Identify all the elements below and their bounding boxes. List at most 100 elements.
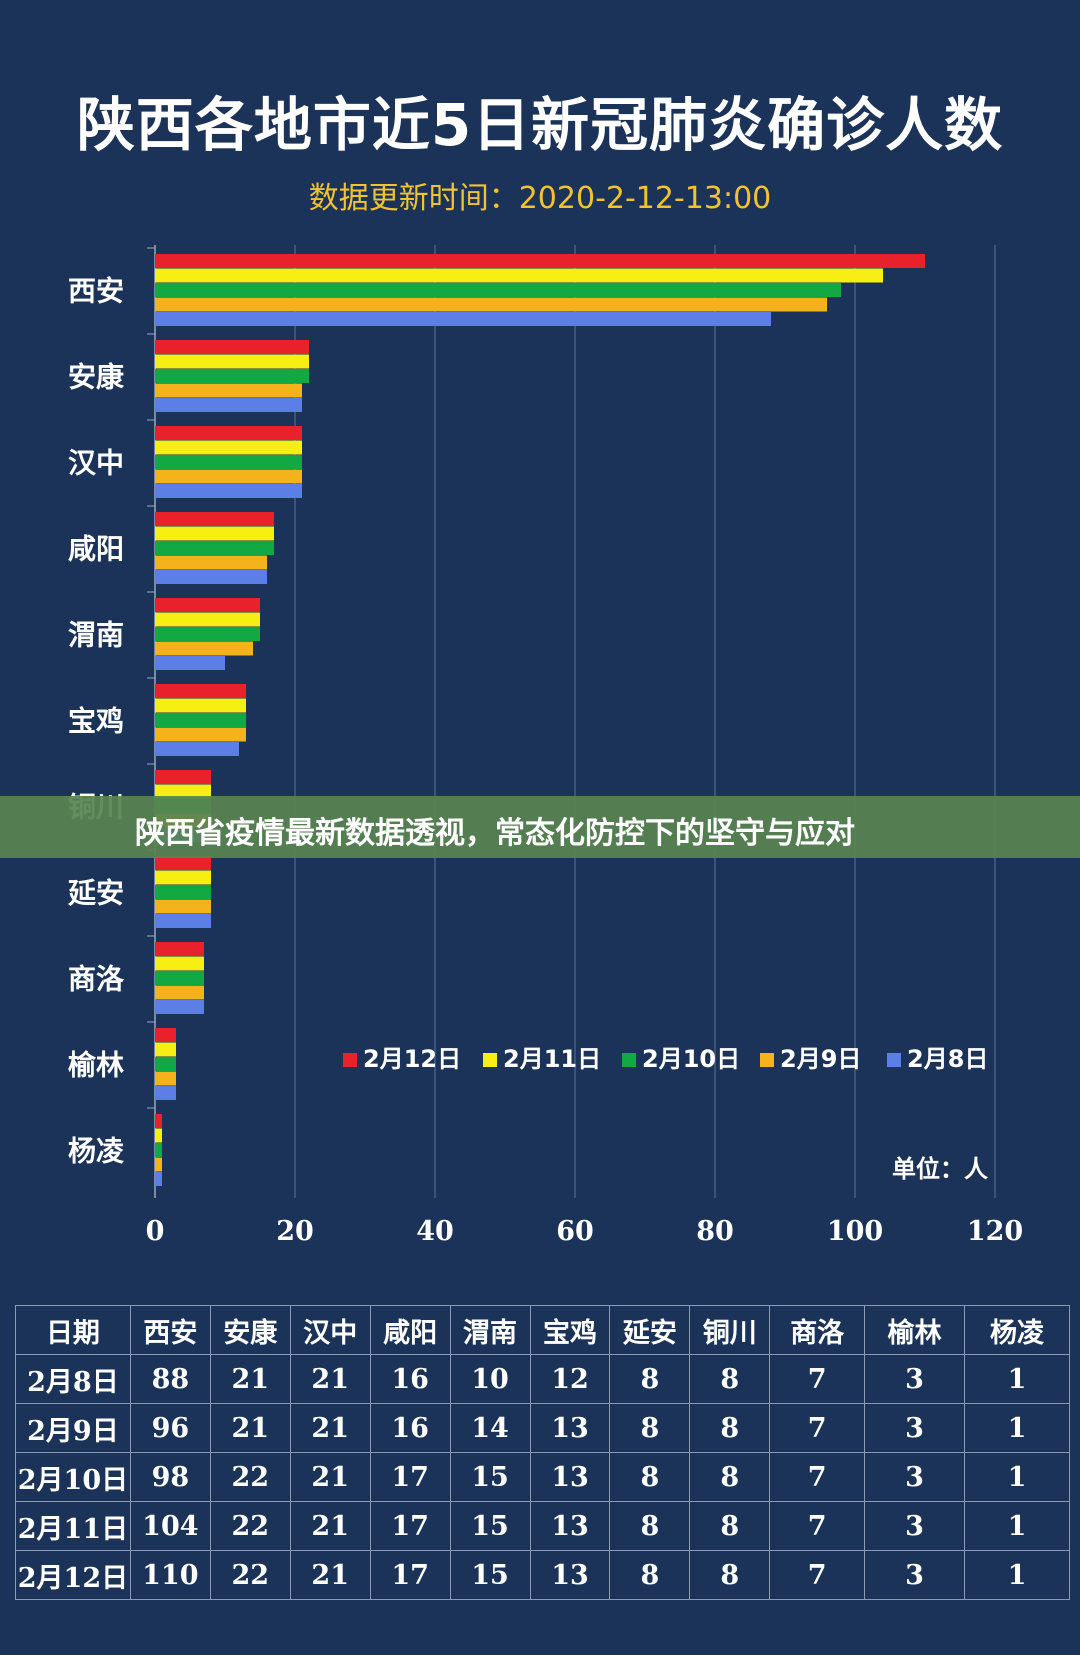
table-cell: 2月11日 <box>15 1501 131 1551</box>
table-row: 2月11日 104 22 21 17 15 13 8 8 7 3 1 <box>15 1501 1070 1551</box>
table-header-cell: 渭南 <box>449 1305 531 1355</box>
bar-商洛-2月8日 <box>155 1000 204 1014</box>
y-tick-label: 商洛 <box>68 962 125 995</box>
legend-swatch <box>483 1053 497 1067</box>
bar-汉中-2月9日 <box>155 469 302 484</box>
x-tick-label: 40 <box>416 1216 454 1247</box>
bar-西安-2月10日 <box>155 283 841 297</box>
legend-label: 2月11日 <box>503 1045 601 1073</box>
table-cell: 16 <box>369 1403 451 1453</box>
bar-汉中-2月11日 <box>155 440 302 455</box>
x-tick-label: 100 <box>827 1216 883 1247</box>
bar-咸阳-2月10日 <box>155 541 274 555</box>
table-cell: 15 <box>449 1452 531 1502</box>
table-cell: 14 <box>449 1403 531 1453</box>
table-cell: 15 <box>449 1550 531 1600</box>
x-tick-label: 80 <box>696 1216 734 1247</box>
table-cell: 22 <box>209 1452 291 1502</box>
legend-swatch <box>622 1053 636 1067</box>
headline-text: 陕西省疫情最新数据透视，常态化防控下的坚守与应对 <box>135 816 855 851</box>
table-cell: 2月12日 <box>15 1550 131 1600</box>
legend-label: 2月10日 <box>642 1045 740 1073</box>
table-cell: 17 <box>369 1550 451 1600</box>
table-cell: 15 <box>449 1501 531 1551</box>
table-cell: 7 <box>769 1403 866 1453</box>
bar-咸阳-2月11日 <box>155 526 274 541</box>
bar-榆林-2月9日 <box>155 1071 176 1086</box>
bar-商洛-2月9日 <box>155 985 204 1000</box>
table-cell: 8 <box>689 1403 771 1453</box>
bar-杨凌-2月10日 <box>155 1143 162 1157</box>
table-cell: 7 <box>769 1452 866 1502</box>
bar-汉中-2月12日 <box>155 426 302 440</box>
table-cell: 3 <box>864 1403 966 1453</box>
table-header-cell: 商洛 <box>769 1305 866 1355</box>
table-cell: 13 <box>529 1452 611 1502</box>
update-time: 数据更新时间：2020-2-12-13:00 <box>308 181 772 216</box>
bar-安康-2月11日 <box>155 354 309 369</box>
table-header-cell: 宝鸡 <box>529 1305 611 1355</box>
y-tick-label: 延安 <box>67 876 124 909</box>
legend-swatch <box>760 1053 774 1067</box>
bar-渭南-2月12日 <box>155 598 260 612</box>
table-cell: 10 <box>449 1354 531 1404</box>
bar-安康-2月9日 <box>155 383 302 398</box>
bar-商洛-2月12日 <box>155 942 204 956</box>
bar-汉中-2月8日 <box>155 484 302 498</box>
table-cell: 1 <box>964 1403 1070 1453</box>
table-cell: 13 <box>529 1403 611 1453</box>
bar-宝鸡-2月9日 <box>155 727 246 742</box>
bar-安康-2月12日 <box>155 340 309 354</box>
bar-渭南-2月8日 <box>155 656 225 670</box>
bar-榆林-2月8日 <box>155 1086 176 1100</box>
y-tick-label: 汉中 <box>68 446 124 479</box>
bar-宝鸡-2月10日 <box>155 713 246 727</box>
table-cell: 21 <box>289 1550 371 1600</box>
table-cell: 8 <box>609 1501 691 1551</box>
table-cell: 16 <box>369 1354 451 1404</box>
table-cell: 22 <box>209 1550 291 1600</box>
table-cell: 1 <box>964 1452 1070 1502</box>
bar-杨凌-2月11日 <box>155 1128 162 1143</box>
bar-杨凌-2月12日 <box>155 1114 162 1128</box>
table-cell: 13 <box>529 1501 611 1551</box>
bar-chart: 020406080100120西安安康汉中咸阳渭南宝鸡铜川延安商洛榆林杨凌2月1… <box>67 245 1023 1247</box>
table-cell: 98 <box>129 1452 211 1502</box>
bar-安康-2月10日 <box>155 369 309 383</box>
unit-label: 单位：人 <box>892 1155 988 1183</box>
table-cell: 21 <box>289 1452 371 1502</box>
x-tick-label: 20 <box>276 1216 314 1247</box>
bar-榆林-2月10日 <box>155 1057 176 1071</box>
table-cell: 12 <box>529 1354 611 1404</box>
y-tick-label: 西安 <box>68 274 124 307</box>
table-cell: 8 <box>689 1550 771 1600</box>
table-row: 2月12日 110 22 21 17 15 13 8 8 7 3 1 <box>15 1550 1070 1600</box>
table-cell: 3 <box>864 1354 966 1404</box>
bar-咸阳-2月8日 <box>155 570 267 584</box>
bar-铜川-2月12日 <box>155 770 211 784</box>
table-cell: 7 <box>769 1354 866 1404</box>
y-tick-label: 杨凌 <box>68 1134 125 1167</box>
table-header-cell: 延安 <box>609 1305 691 1355</box>
table-cell: 110 <box>129 1550 211 1600</box>
bar-杨凌-2月8日 <box>155 1172 162 1186</box>
legend-swatch <box>343 1053 357 1067</box>
table-cell: 104 <box>129 1501 211 1551</box>
headline-banner: 陕西省疫情最新数据透视，常态化防控下的坚守与应对 <box>0 796 1080 858</box>
table-header-cell: 日期 <box>15 1305 131 1355</box>
bar-咸阳-2月12日 <box>155 512 274 526</box>
y-tick-label: 宝鸡 <box>68 704 124 737</box>
table-cell: 88 <box>129 1354 211 1404</box>
table-cell: 8 <box>689 1501 771 1551</box>
bar-商洛-2月10日 <box>155 971 204 985</box>
table-header-cell: 安康 <box>209 1305 291 1355</box>
bar-铜川-2月11日 <box>155 784 211 799</box>
table-cell: 17 <box>369 1501 451 1551</box>
table-cell: 3 <box>864 1501 966 1551</box>
bar-宝鸡-2月12日 <box>155 684 246 698</box>
table-cell: 2月9日 <box>15 1403 131 1453</box>
bar-榆林-2月11日 <box>155 1042 176 1057</box>
data-table: 日期 西安 安康 汉中 咸阳 渭南 宝鸡 延安 铜川 商洛 榆林 杨凌 2月8日 88 21 21 16 10 1… <box>15 1305 1070 1600</box>
y-tick-label: 咸阳 <box>68 532 124 565</box>
table-cell: 7 <box>769 1501 866 1551</box>
